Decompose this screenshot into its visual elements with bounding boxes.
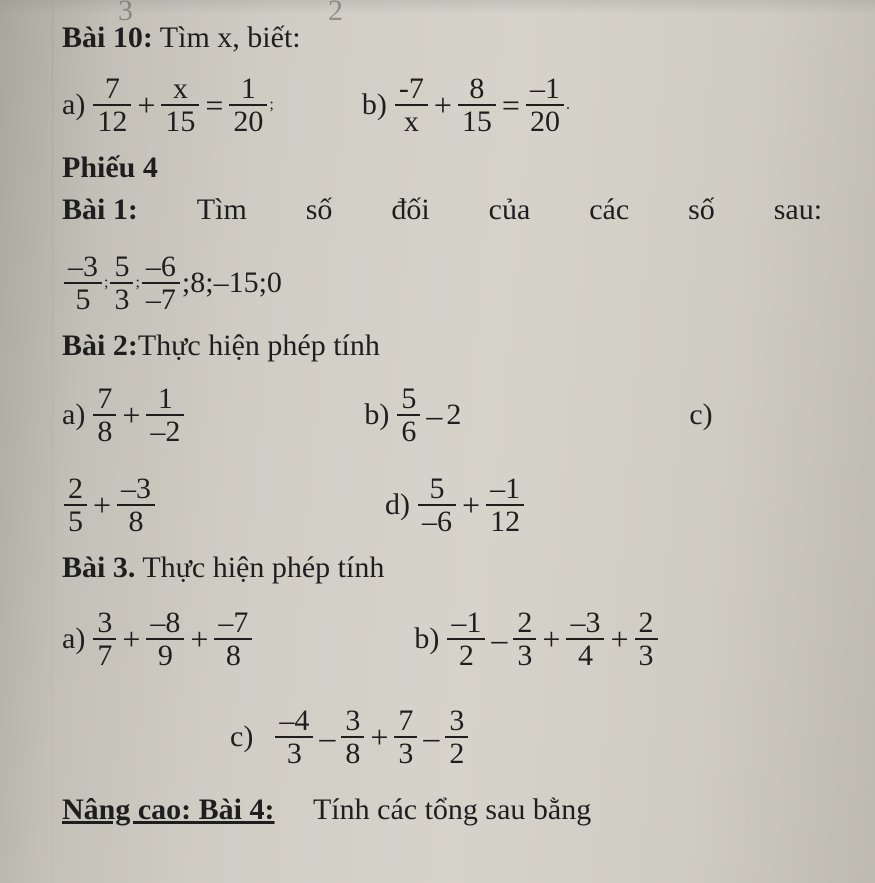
prev-frag-b: 2 bbox=[328, 0, 343, 27]
bai3c-f3: 7 3 bbox=[394, 705, 417, 770]
bai10a-tail: ; bbox=[269, 96, 273, 114]
bai10b-label: b) bbox=[362, 88, 387, 122]
bai10a-f1: 7 12 bbox=[93, 73, 131, 138]
bai3-row2: c) –4 3 – 3 8 + 7 3 – 3 2 bbox=[62, 692, 847, 782]
bai3a-f1: 3 7 bbox=[93, 607, 116, 672]
plus-sign: + bbox=[538, 621, 564, 658]
bai10b-f2: 8 15 bbox=[458, 73, 496, 138]
bai1-title: Bài 1: Tìm số đối của các số sau: bbox=[62, 192, 822, 228]
plus-sign: + bbox=[430, 87, 456, 124]
prev-line-fragment: 3 2 bbox=[118, 0, 343, 28]
bai10b-f1: -7 x bbox=[395, 73, 428, 138]
bai1-f1: –3 5 bbox=[64, 251, 102, 316]
bai2c-f1: 2 5 bbox=[64, 473, 87, 538]
plus-sign: + bbox=[89, 487, 115, 524]
bai3-title-rest: Thực hiện phép tính bbox=[135, 551, 384, 584]
bai2c-f2: –3 8 bbox=[117, 473, 155, 538]
bai3b-f4: 2 3 bbox=[635, 607, 658, 672]
bai3-title: Bài 3. Thực hiện phép tính bbox=[62, 550, 847, 586]
bai2-title: Bài 2:Thực hiện phép tính bbox=[62, 328, 847, 364]
bai3c-label: c) bbox=[230, 720, 253, 754]
bai3a-label: a) bbox=[62, 622, 85, 656]
bai1-f2: 5 3 bbox=[110, 251, 133, 316]
equals-sign: = bbox=[201, 87, 227, 124]
bai2-label: Bài 2: bbox=[62, 329, 138, 362]
bai2d-label: d) bbox=[385, 488, 410, 522]
bai2b-label: b) bbox=[364, 398, 389, 432]
plus-sign: + bbox=[118, 397, 144, 434]
bai10b-f3: –1 20 bbox=[526, 73, 564, 138]
bai1-numbers: –3 5 ; 5 3 ; –6 –7 ;8;–15;0 bbox=[62, 240, 847, 326]
bai4-rest: Tính các tổng sau bằng bbox=[313, 793, 591, 826]
bai2a-f2: 1 –2 bbox=[146, 383, 184, 448]
bai2-row2: 2 5 + –3 8 d) 5 –6 + –1 12 bbox=[62, 462, 847, 548]
bai2d-f1: 5 –6 bbox=[418, 473, 456, 538]
bai1-w5: số bbox=[688, 192, 715, 228]
sep: ; bbox=[104, 274, 108, 292]
page: 3 2 Bài 10: Tìm x, biết: a) 7 12 + x 15 … bbox=[0, 0, 875, 883]
bai1-w2: đối bbox=[391, 192, 429, 228]
bai10a-label: a) bbox=[62, 88, 85, 122]
sep: ; bbox=[135, 274, 139, 292]
bai4-line: Nâng cao: Bài 4: Tính các tổng sau bằng bbox=[62, 792, 847, 828]
prev-frag-a: 3 bbox=[118, 0, 133, 27]
bai10-eqrow: a) 7 12 + x 15 = 1 20 ; b) -7 x + 8 15 =… bbox=[62, 62, 847, 148]
bai2b-int: 2 bbox=[446, 398, 461, 432]
bai3c-f2: 3 8 bbox=[341, 705, 364, 770]
bai1-w1: số bbox=[306, 192, 333, 228]
bai2a-label: a) bbox=[62, 398, 85, 432]
bai2-row1: a) 7 8 + 1 –2 b) 5 6 – 2 c) bbox=[62, 372, 847, 458]
bai10a-f2: x 15 bbox=[161, 73, 199, 138]
bai2-title-rest: Thực hiện phép tính bbox=[138, 329, 380, 362]
plus-sign: + bbox=[458, 487, 484, 524]
bai3b-f1: –1 2 bbox=[447, 607, 485, 672]
plus-sign: + bbox=[133, 87, 159, 124]
bai2b-f1: 5 6 bbox=[397, 383, 420, 448]
bai3b-f2: 2 3 bbox=[513, 607, 536, 672]
bai1-rest: ;8;–15;0 bbox=[182, 266, 282, 300]
phieu4-heading: Phiếu 4 bbox=[62, 150, 847, 186]
bai1-label: Bài 1: bbox=[62, 192, 138, 228]
bai10a-f3: 1 20 bbox=[229, 73, 267, 138]
bai10b-tail: . bbox=[566, 96, 570, 114]
equals-sign: = bbox=[498, 87, 524, 124]
bai3b-f3: –3 4 bbox=[566, 607, 604, 672]
bai2c-label: c) bbox=[689, 398, 712, 432]
minus-sign: – bbox=[315, 719, 339, 756]
bai3c-f1: –4 3 bbox=[275, 705, 313, 770]
bai1-f3: –6 –7 bbox=[142, 251, 180, 316]
bai3-label: Bài 3. bbox=[62, 551, 135, 584]
minus-sign: – bbox=[422, 397, 446, 434]
bai3b-label: b) bbox=[414, 622, 439, 656]
minus-sign: – bbox=[419, 719, 443, 756]
bai3a-f3: –7 8 bbox=[214, 607, 252, 672]
plus-sign: + bbox=[606, 621, 632, 658]
bai1-w6: sau: bbox=[774, 192, 822, 228]
bai3-row1: a) 3 7 + –8 9 + –7 8 b) –1 2 – 2 3 + –3 … bbox=[62, 594, 847, 684]
bai3c-f4: 3 2 bbox=[445, 705, 468, 770]
plus-sign: + bbox=[186, 621, 212, 658]
bai1-w0: Tìm bbox=[197, 192, 247, 228]
bai3a-f2: –8 9 bbox=[146, 607, 184, 672]
minus-sign: – bbox=[487, 621, 511, 658]
bai1-w3: của bbox=[489, 192, 531, 228]
bai4-lead: Nâng cao: Bài 4: bbox=[62, 793, 275, 826]
bai2a-f1: 7 8 bbox=[93, 383, 116, 448]
bai2d-f2: –1 12 bbox=[486, 473, 524, 538]
bai1-w4: các bbox=[589, 192, 629, 228]
plus-sign: + bbox=[118, 621, 144, 658]
plus-sign: + bbox=[366, 719, 392, 756]
